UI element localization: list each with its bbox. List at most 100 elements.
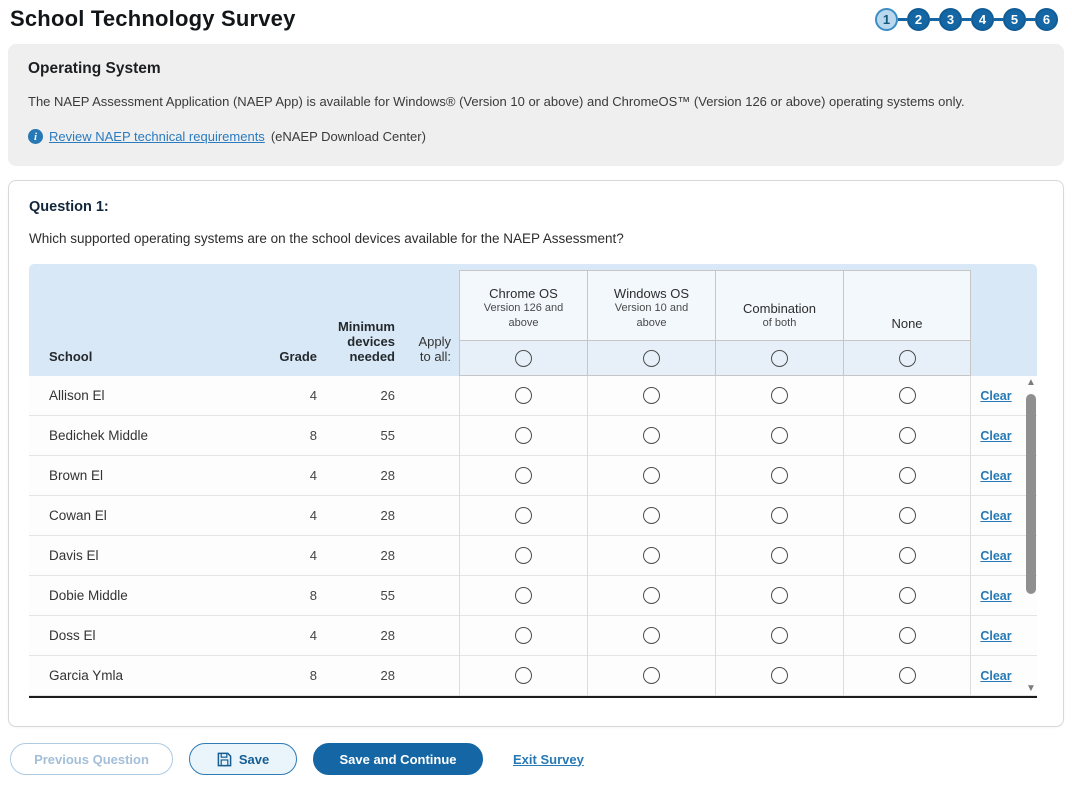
table-scrollbar[interactable]: ▲ ▼ <box>1023 378 1039 694</box>
technical-requirements-link[interactable]: Review NAEP technical requirements <box>49 129 265 144</box>
radio-chrome-os[interactable] <box>515 387 532 404</box>
min-devices-cell: 55 <box>317 588 395 603</box>
step-connector <box>898 18 907 21</box>
table-body: Allison El 4 26 Clear Bedichek Middle 8 … <box>29 376 1037 698</box>
radio-none[interactable] <box>899 507 916 524</box>
step-3[interactable]: 3 <box>939 8 962 31</box>
grade-cell: 4 <box>259 468 317 483</box>
clear-row-link[interactable]: Clear <box>980 509 1011 523</box>
previous-question-button[interactable]: Previous Question <box>10 743 173 775</box>
apply-all-radio-windows-os[interactable] <box>643 350 660 367</box>
scroll-up-arrow[interactable]: ▲ <box>1025 378 1037 388</box>
radio-chrome-os[interactable] <box>515 547 532 564</box>
os-heading: Operating System <box>28 60 1044 78</box>
step-4[interactable]: 4 <box>971 8 994 31</box>
radio-chrome-os[interactable] <box>515 507 532 524</box>
table-row: Brown El 4 28 Clear <box>29 456 1037 496</box>
clear-row-link[interactable]: Clear <box>980 669 1011 683</box>
table-row: Dobie Middle 8 55 Clear <box>29 576 1037 616</box>
clear-row-link[interactable]: Clear <box>980 549 1011 563</box>
min-devices-cell: 28 <box>317 548 395 563</box>
step-2[interactable]: 2 <box>907 8 930 31</box>
radio-combination[interactable] <box>771 387 788 404</box>
radio-windows-os[interactable] <box>643 387 660 404</box>
step-6[interactable]: 6 <box>1035 8 1058 31</box>
info-icon: i <box>28 129 43 144</box>
radio-none[interactable] <box>899 467 916 484</box>
exit-survey-link[interactable]: Exit Survey <box>513 752 584 767</box>
radio-chrome-os[interactable] <box>515 627 532 644</box>
os-name-windows: Windows OS <box>614 286 689 301</box>
apply-all-radio-none[interactable] <box>899 350 916 367</box>
radio-combination[interactable] <box>771 667 788 684</box>
grade-cell: 4 <box>259 628 317 643</box>
radio-windows-os[interactable] <box>643 427 660 444</box>
apply-all-radio-combination[interactable] <box>771 350 788 367</box>
column-header-grade: Grade <box>259 264 317 376</box>
os-name-none: None <box>891 316 922 331</box>
save-disk-icon <box>217 752 232 767</box>
clear-row-link[interactable]: Clear <box>980 589 1011 603</box>
step-connector <box>1026 18 1035 21</box>
os-sub-windows: Version 10 and above <box>602 301 702 331</box>
table-row: Doss El 4 28 Clear <box>29 616 1037 656</box>
radio-none[interactable] <box>899 427 916 444</box>
radio-combination[interactable] <box>771 507 788 524</box>
radio-chrome-os[interactable] <box>515 467 532 484</box>
scrollbar-thumb[interactable] <box>1026 394 1036 594</box>
radio-chrome-os[interactable] <box>515 667 532 684</box>
radio-windows-os[interactable] <box>643 667 660 684</box>
radio-combination[interactable] <box>771 467 788 484</box>
scroll-down-arrow[interactable]: ▼ <box>1025 684 1037 694</box>
radio-windows-os[interactable] <box>643 547 660 564</box>
os-name-chrome: Chrome OS <box>489 286 558 301</box>
save-button[interactable]: Save <box>189 743 297 775</box>
radio-combination[interactable] <box>771 627 788 644</box>
step-connector <box>962 18 971 21</box>
radio-chrome-os[interactable] <box>515 427 532 444</box>
page-title: School Technology Survey <box>10 6 296 32</box>
radio-combination[interactable] <box>771 547 788 564</box>
min-devices-cell: 28 <box>317 468 395 483</box>
school-name-cell: Brown El <box>29 468 259 483</box>
radio-none[interactable] <box>899 627 916 644</box>
school-name-cell: Allison El <box>29 388 259 403</box>
step-5[interactable]: 5 <box>1003 8 1026 31</box>
radio-none[interactable] <box>899 667 916 684</box>
os-link-line: i Review NAEP technical requirements (eN… <box>28 129 1044 144</box>
clear-row-link[interactable]: Clear <box>980 469 1011 483</box>
min-devices-cell: 26 <box>317 388 395 403</box>
table-header: School Grade Minimum devices needed Appl… <box>29 264 1037 376</box>
radio-none[interactable] <box>899 587 916 604</box>
top-bar: School Technology Survey 1 2 3 4 5 6 <box>0 0 1072 38</box>
save-button-label: Save <box>239 752 269 767</box>
school-name-cell: Davis El <box>29 548 259 563</box>
save-and-continue-button[interactable]: Save and Continue <box>313 743 483 775</box>
radio-combination[interactable] <box>771 587 788 604</box>
column-header-min-devices: Minimum devices needed <box>317 264 395 376</box>
os-options-header: Chrome OS Version 126 and above Windows … <box>459 264 971 376</box>
school-name-cell: Bedichek Middle <box>29 428 259 443</box>
column-header-school: School <box>29 264 259 376</box>
apply-all-radio-chrome-os[interactable] <box>515 350 532 367</box>
radio-windows-os[interactable] <box>643 627 660 644</box>
radio-chrome-os[interactable] <box>515 587 532 604</box>
radio-combination[interactable] <box>771 427 788 444</box>
survey-table: School Grade Minimum devices needed Appl… <box>29 264 1037 698</box>
radio-none[interactable] <box>899 387 916 404</box>
radio-windows-os[interactable] <box>643 587 660 604</box>
table-row: Allison El 4 26 Clear <box>29 376 1037 416</box>
clear-row-link[interactable]: Clear <box>980 629 1011 643</box>
clear-row-link[interactable]: Clear <box>980 429 1011 443</box>
step-1[interactable]: 1 <box>875 8 898 31</box>
min-devices-cell: 28 <box>317 668 395 683</box>
radio-windows-os[interactable] <box>643 467 660 484</box>
table-row: Cowan El 4 28 Clear <box>29 496 1037 536</box>
radio-none[interactable] <box>899 547 916 564</box>
column-header-apply-to-all: Apply to all: <box>395 264 459 376</box>
radio-windows-os[interactable] <box>643 507 660 524</box>
os-column-windows-os: Windows OS Version 10 and above <box>587 270 715 376</box>
os-column-none: None <box>843 270 971 376</box>
clear-row-link[interactable]: Clear <box>980 389 1011 403</box>
question-label: Question 1: <box>29 199 1043 215</box>
